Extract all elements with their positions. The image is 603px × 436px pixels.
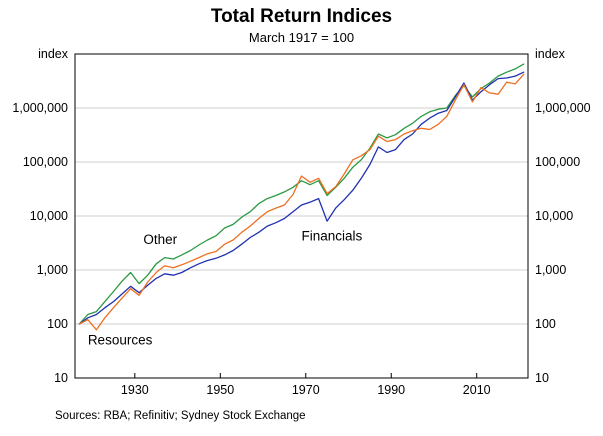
y-axis-label-right: 10,000	[535, 209, 573, 223]
x-axis-label: 1950	[206, 383, 234, 397]
y-axis-label-left: 1,000,000	[12, 101, 68, 115]
chart-subtitle: March 1917 = 100	[248, 30, 355, 45]
series-line-financials	[78, 71, 525, 325]
chart-title: Total Return Indices	[210, 6, 393, 27]
x-axis-label: 1990	[377, 383, 405, 397]
y-axis-label-left: 1,000	[37, 263, 68, 277]
y-axis-label-left: 10	[54, 371, 68, 385]
y-axis-label-left: 100	[47, 317, 68, 331]
y-axis-label-right: 1,000,000	[535, 101, 591, 115]
y-axis-label-right: 100	[535, 317, 556, 331]
axis-unit-right: index	[535, 47, 566, 61]
series-line-other	[78, 63, 525, 325]
y-axis-label-right: 10	[535, 371, 549, 385]
x-axis-label: 1930	[121, 383, 149, 397]
plot-frame	[74, 53, 529, 379]
y-axis-label-left: 10,000	[30, 209, 68, 223]
y-axis-label-right: 1,000	[535, 263, 566, 277]
series-label-other: Other	[143, 232, 177, 247]
y-axis-label-right: 100,000	[535, 155, 580, 169]
y-axis-label-left: 100,000	[23, 155, 68, 169]
source-note: Sources: RBA; Refinitiv; Sydney Stock Ex…	[55, 410, 306, 422]
series-label-resources: Resources	[88, 332, 153, 347]
x-axis-label: 2010	[463, 383, 491, 397]
series-label-financials: Financials	[302, 229, 363, 244]
axis-unit-left: index	[38, 47, 69, 61]
x-axis-label: 1970	[292, 383, 320, 397]
series-line-resources	[78, 73, 525, 331]
